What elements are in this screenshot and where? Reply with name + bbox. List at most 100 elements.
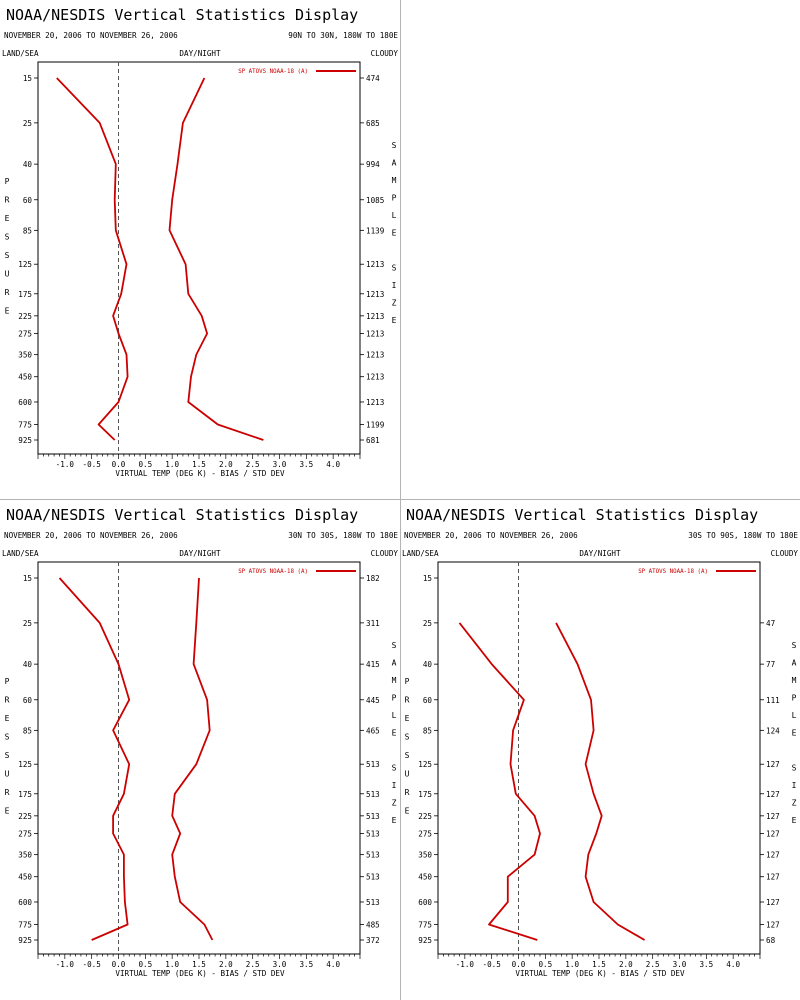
y-axis-letter: P <box>405 677 410 686</box>
y-axis-letter: U <box>5 770 10 779</box>
std-dev-line <box>171 577 214 941</box>
sample-size-label: 111 <box>766 696 780 705</box>
sample-size-label: 474 <box>366 74 380 83</box>
y-tick-label: 60 <box>423 696 433 705</box>
vertical-stats-chart: NOAA/NESDIS Vertical Statistics Display N… <box>2 6 398 478</box>
sample-size-axis-letter: E <box>792 729 797 738</box>
sample-size-label: 1213 <box>366 312 384 321</box>
x-tick-label: 2.0 <box>219 960 233 969</box>
sample-size-label: 1213 <box>366 373 384 382</box>
region-label: 30N TO 30S, 180W TO 180E <box>288 531 398 540</box>
sample-size-axis-letter: S <box>792 764 797 773</box>
y-tick-label: 275 <box>18 329 32 338</box>
chart-panel-30n-30s: NOAA/NESDIS Vertical Statistics Display N… <box>0 500 400 1000</box>
sample-size-axis-letter: Z <box>392 799 397 808</box>
y-tick-label: 15 <box>23 574 32 583</box>
y-tick-label: 600 <box>18 898 32 907</box>
land-sea-label: LAND/SEA <box>2 49 39 58</box>
y-tick-label: 275 <box>418 829 432 838</box>
sample-size-label: 681 <box>366 436 380 445</box>
sample-size-label: 1199 <box>366 420 385 429</box>
sample-size-label: 127 <box>766 873 780 882</box>
y-tick-label: 125 <box>18 260 32 269</box>
x-tick-label: 3.5 <box>299 460 313 469</box>
y-tick-label: 60 <box>23 696 33 705</box>
plot-frame <box>437 561 761 955</box>
std-dev-line <box>168 77 264 441</box>
sample-size-label: 415 <box>366 660 380 669</box>
x-tick-label: -0.5 <box>83 960 101 969</box>
region-label: 90N TO 30N, 180W TO 180E <box>288 31 398 40</box>
y-tick-label: 40 <box>423 660 433 669</box>
y-tick-label: 25 <box>23 119 32 128</box>
y-axis-letter: P <box>5 677 10 686</box>
sample-size-label: 513 <box>366 812 380 821</box>
x-axis-label: VIRTUAL TEMP (DEG K) - BIAS / STD DEV <box>115 969 285 978</box>
y-axis-letter: S <box>5 251 10 260</box>
y-tick-label: 175 <box>418 790 432 799</box>
display-title: NOAA/NESDIS Vertical Statistics Display <box>6 6 358 24</box>
legend-label: SP ATOVS NOAA-18 (A) <box>238 569 308 575</box>
sample-size-label: 127 <box>766 898 780 907</box>
sample-size-label: 127 <box>766 812 780 821</box>
x-tick-label: 1.0 <box>165 460 179 469</box>
date-range: NOVEMBER 20, 2006 TO NOVEMBER 26, 2006 <box>404 531 578 540</box>
display-title: NOAA/NESDIS Vertical Statistics Display <box>406 506 758 524</box>
sample-size-label: 513 <box>366 829 380 838</box>
x-tick-label: 0.0 <box>512 960 526 969</box>
y-tick-label: 225 <box>18 812 32 821</box>
sample-size-axis-letter: E <box>392 729 397 738</box>
x-tick-label: -0.5 <box>483 960 501 969</box>
cloudy-label: CLOUDY <box>771 549 799 558</box>
y-tick-label: 775 <box>18 920 32 929</box>
sample-size-label: 513 <box>366 898 380 907</box>
sample-size-axis-letter: Z <box>392 299 397 308</box>
chart-panel-30s-90s: NOAA/NESDIS Vertical Statistics Display N… <box>400 500 800 1000</box>
sample-size-label: 465 <box>366 726 380 735</box>
x-tick-label: 0.5 <box>138 460 152 469</box>
x-tick-label: 2.0 <box>219 460 233 469</box>
sample-size-axis-letter: Z <box>792 799 797 808</box>
y-axis-letter: E <box>405 807 410 816</box>
x-axis-label: VIRTUAL TEMP (DEG K) - BIAS / STD DEV <box>515 969 685 978</box>
sample-size-label: 182 <box>366 574 380 583</box>
x-tick-label: 3.0 <box>273 460 287 469</box>
y-axis-letter: E <box>5 807 10 816</box>
sample-size-label: 485 <box>366 920 380 929</box>
region-label: 30S TO 90S, 180W TO 180E <box>688 531 798 540</box>
sample-size-label: 127 <box>766 790 780 799</box>
sample-size-label: 127 <box>766 760 780 769</box>
y-tick-label: 450 <box>18 373 32 382</box>
sample-size-label: 1085 <box>366 196 384 205</box>
date-range: NOVEMBER 20, 2006 TO NOVEMBER 26, 2006 <box>4 31 178 40</box>
y-tick-label: 125 <box>18 760 32 769</box>
x-tick-label: 1.5 <box>192 960 206 969</box>
sample-size-axis-letter: S <box>392 641 397 650</box>
y-tick-label: 60 <box>23 196 33 205</box>
y-tick-label: 925 <box>418 936 432 945</box>
x-tick-label: 4.0 <box>326 460 340 469</box>
sample-size-axis-letter: A <box>392 159 397 168</box>
x-tick-label: 0.5 <box>138 960 152 969</box>
y-axis-letter: U <box>405 770 410 779</box>
sample-size-label: 68 <box>766 936 776 945</box>
x-tick-label: 0.0 <box>112 460 126 469</box>
y-tick-label: 85 <box>23 226 32 235</box>
y-axis-letter: U <box>5 270 10 279</box>
y-tick-label: 775 <box>418 920 432 929</box>
x-tick-label: 3.5 <box>299 960 313 969</box>
sample-size-axis-letter: A <box>392 659 397 668</box>
vertical-stats-chart: NOAA/NESDIS Vertical Statistics Display N… <box>2 506 399 978</box>
x-tick-label: 3.0 <box>673 960 687 969</box>
date-range: NOVEMBER 20, 2006 TO NOVEMBER 26, 2006 <box>4 531 178 540</box>
y-tick-label: 85 <box>423 726 432 735</box>
cloudy-label: CLOUDY <box>371 549 399 558</box>
sample-size-axis-letter: M <box>392 676 397 685</box>
sample-size-label: 994 <box>366 160 380 169</box>
bias-line <box>56 77 129 441</box>
sample-size-label: 513 <box>366 851 380 860</box>
sample-size-label: 372 <box>366 936 380 945</box>
y-axis-letter: R <box>5 196 10 205</box>
y-axis-letter: R <box>5 288 10 297</box>
y-tick-label: 925 <box>18 436 32 445</box>
